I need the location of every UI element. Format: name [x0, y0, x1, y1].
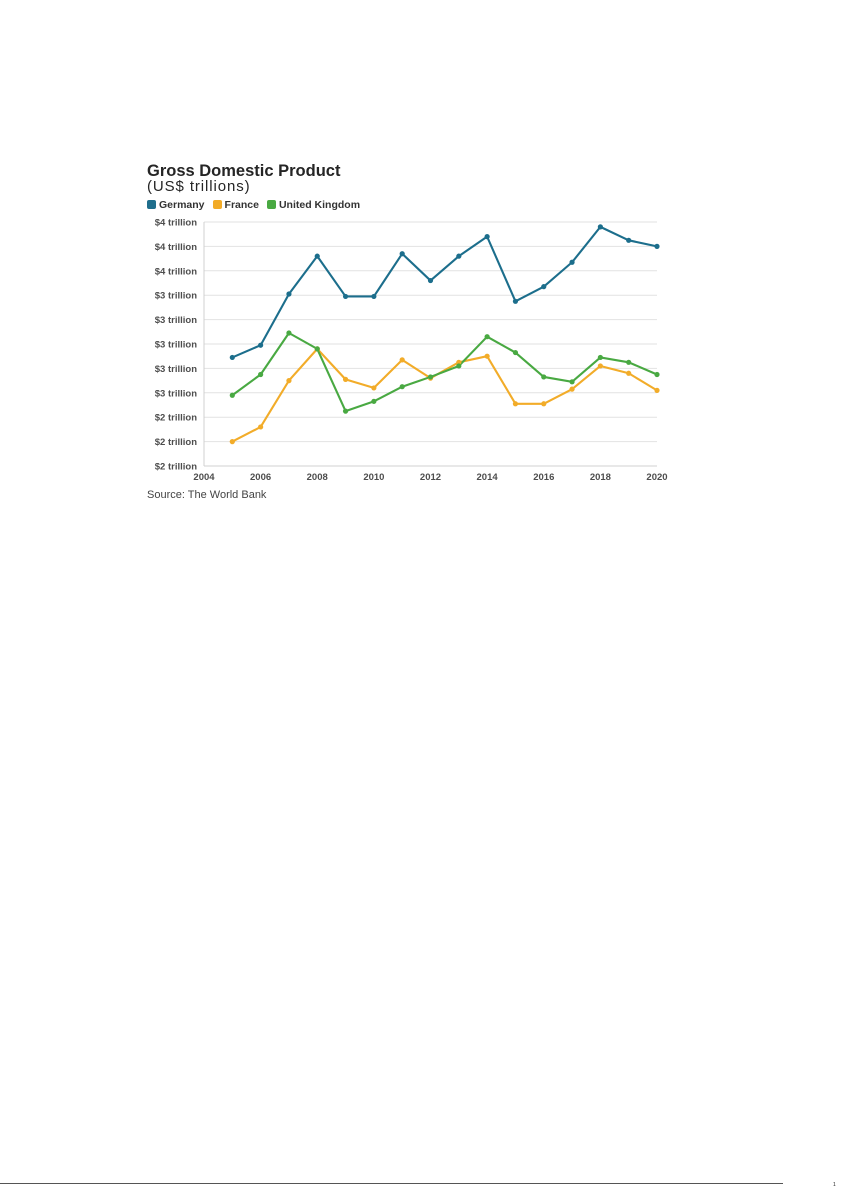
svg-text:2008: 2008 — [307, 472, 328, 483]
svg-text:$2 trillion: $2 trillion — [155, 413, 197, 424]
svg-text:$3 trillion: $3 trillion — [155, 340, 197, 351]
svg-text:$3 trillion: $3 trillion — [155, 364, 197, 375]
svg-text:$4 trillion: $4 trillion — [155, 266, 197, 277]
svg-text:2004: 2004 — [193, 472, 215, 483]
svg-text:2010: 2010 — [363, 472, 384, 483]
svg-text:2016: 2016 — [533, 472, 554, 483]
svg-text:$2 trillion: $2 trillion — [155, 437, 197, 448]
svg-text:$4 trillion: $4 trillion — [155, 242, 197, 253]
svg-text:2014: 2014 — [477, 472, 499, 483]
svg-text:$4 trillion: $4 trillion — [155, 218, 197, 229]
svg-text:$2 trillion: $2 trillion — [155, 462, 197, 473]
svg-text:$3 trillion: $3 trillion — [155, 315, 197, 326]
svg-text:2012: 2012 — [420, 472, 441, 483]
svg-text:$3 trillion: $3 trillion — [155, 291, 197, 302]
svg-text:$3 trillion: $3 trillion — [155, 388, 197, 399]
svg-text:2020: 2020 — [646, 472, 667, 483]
svg-text:2006: 2006 — [250, 472, 271, 483]
svg-text:2018: 2018 — [590, 472, 611, 483]
